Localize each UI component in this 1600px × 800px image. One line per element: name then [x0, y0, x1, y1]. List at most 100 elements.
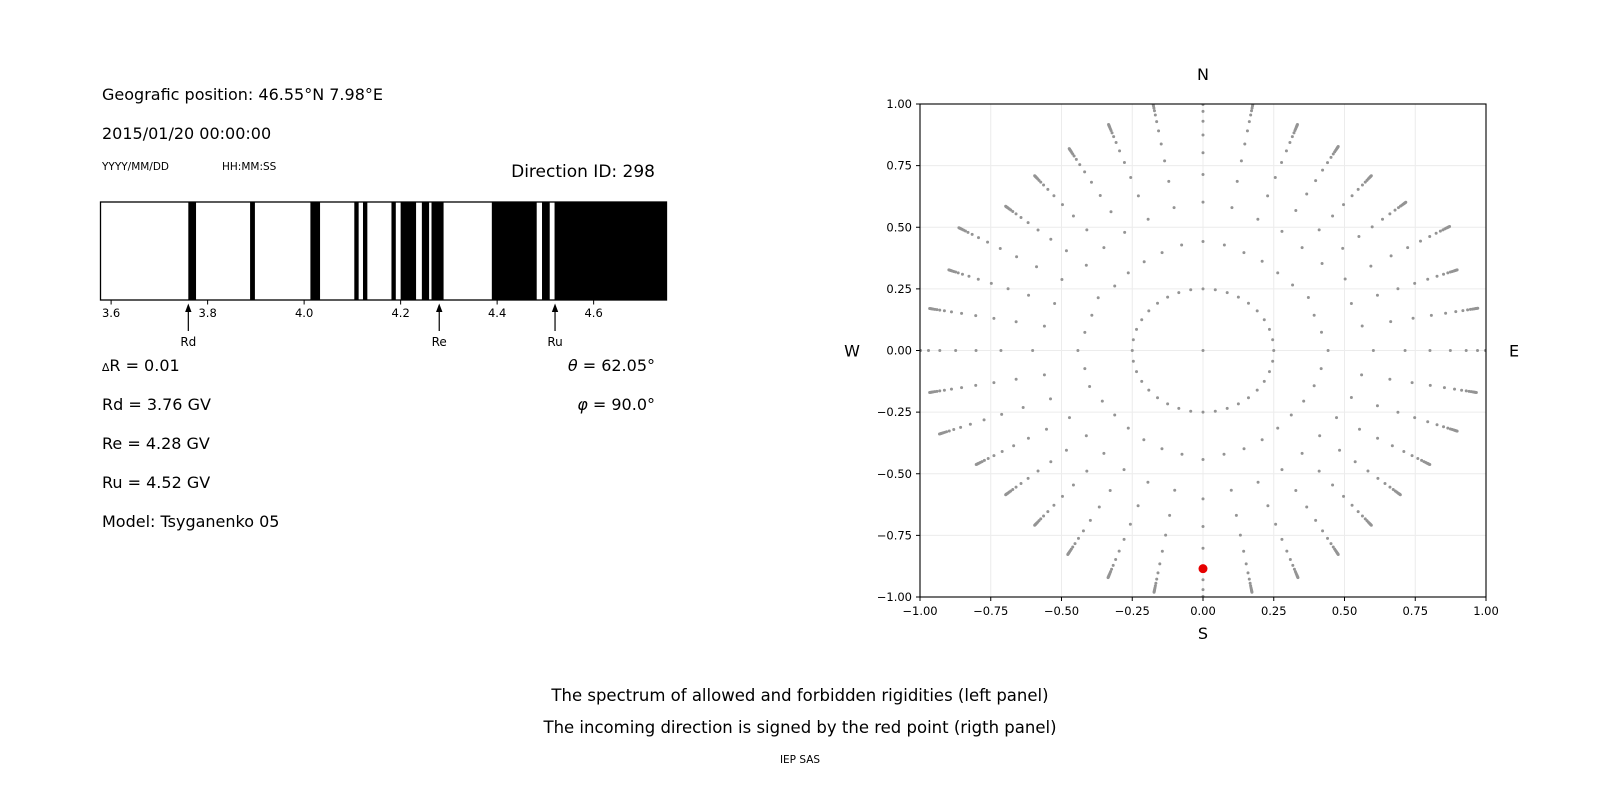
spoke-dot	[1288, 140, 1292, 144]
spoke-dot	[1429, 313, 1433, 317]
spoke-dot	[1155, 577, 1159, 581]
allowed-band	[431, 202, 444, 300]
x-tick-label: 0.75	[1402, 604, 1428, 618]
spoke-dot	[1376, 476, 1380, 480]
spoke-dot	[1404, 200, 1408, 204]
spoke-dot	[1312, 384, 1316, 388]
spoke-dot	[1060, 494, 1064, 498]
x-tick-label: −0.75	[973, 604, 1008, 618]
spoke-dot	[928, 307, 932, 311]
y-tick-label: 1.00	[886, 97, 912, 111]
spoke-dot	[1242, 549, 1246, 553]
ring-dot	[1166, 402, 1170, 406]
spoke-dot	[1151, 100, 1154, 103]
geographic-position-label: Geografic position: 46.55°N 7.98°E	[102, 85, 383, 104]
model-label: Model: Tsyganenko 05	[102, 512, 280, 531]
spoke-dot	[1159, 142, 1163, 146]
spoke-dot	[1331, 214, 1335, 218]
spoke-dot	[1366, 469, 1370, 473]
spoke-dot	[1375, 404, 1379, 408]
ring-dot	[1246, 301, 1250, 305]
spoke-dot	[1350, 194, 1354, 198]
spoke-dot	[1031, 349, 1035, 352]
ring-dot	[1135, 327, 1139, 331]
spoke-dot	[1098, 193, 1102, 197]
spectrum-plot-border	[99, 201, 668, 301]
spoke-dot	[1019, 482, 1023, 486]
spoke-dot	[1305, 192, 1309, 196]
spoke-dot	[1356, 187, 1360, 191]
spoke-dot	[1329, 542, 1333, 546]
spoke-dot	[1026, 436, 1030, 440]
spoke-dot	[1336, 145, 1340, 149]
ring-dot	[1201, 410, 1205, 414]
allowed-band	[362, 202, 368, 300]
spoke-dot	[1276, 271, 1280, 275]
spoke-dot	[974, 463, 978, 467]
spoke-dot	[1111, 563, 1115, 567]
x-tick-label: 4.6	[584, 306, 602, 320]
spoke-dot	[1464, 349, 1468, 352]
spoke-dot	[960, 311, 964, 315]
compass-label-east: E	[1509, 342, 1519, 361]
spoke-dot	[1350, 503, 1354, 507]
compass-label-south: S	[1198, 624, 1208, 643]
spoke-dot	[1081, 529, 1085, 533]
spoke-dot	[992, 454, 996, 458]
x-tick-label: 0.50	[1332, 604, 1358, 618]
spoke-dot	[1021, 406, 1025, 410]
cutoff-arrow-head	[185, 303, 192, 312]
caption-line-1: The spectrum of allowed and forbidden ri…	[551, 686, 1049, 705]
spoke-dot	[1326, 349, 1330, 352]
spoke-dot	[1442, 386, 1446, 390]
spoke-dot	[1464, 389, 1468, 393]
spoke-dot	[1000, 412, 1004, 416]
compass-label-north: N	[1197, 65, 1209, 84]
spoke-dot	[1053, 301, 1057, 305]
date-format-hint: YYYY/MM/DD	[102, 161, 170, 173]
cutoff-marker-label: Re	[432, 335, 447, 349]
spoke-dot	[1411, 316, 1415, 320]
spoke-dot	[970, 232, 974, 236]
spoke-dot	[998, 247, 1002, 251]
spoke-dot	[1461, 309, 1465, 313]
spoke-dot	[947, 429, 951, 433]
spoke-dot	[1123, 230, 1127, 234]
spoke-dot	[1067, 147, 1071, 151]
spoke-dot	[1114, 558, 1118, 562]
spoke-dot	[1164, 533, 1168, 537]
spoke-dot	[1393, 208, 1397, 212]
spoke-dot	[1064, 249, 1068, 253]
spoke-dot	[1042, 514, 1046, 518]
x-tick-label: 1.00	[1473, 604, 1499, 618]
spoke-dot	[1353, 460, 1357, 464]
spoke-dot	[1302, 399, 1306, 403]
spoke-dot	[1230, 206, 1234, 210]
spoke-dot	[1064, 448, 1068, 452]
spoke-dot	[1076, 536, 1080, 540]
spoke-dot	[1083, 170, 1087, 174]
spoke-dot	[1274, 522, 1278, 526]
spoke-dot	[1252, 100, 1255, 103]
spoke-dot	[1434, 231, 1438, 235]
spoke-dot	[1128, 522, 1132, 526]
spoke-dot	[1318, 434, 1322, 438]
spoke-dot	[1300, 451, 1304, 455]
spoke-dot	[1396, 287, 1400, 291]
spoke-dot	[1495, 349, 1498, 352]
spoke-dot	[959, 425, 963, 429]
spoke-dot	[1500, 349, 1503, 352]
spoke-dot	[1260, 438, 1264, 442]
spoke-dot	[1201, 172, 1205, 176]
spoke-dot	[1014, 485, 1018, 489]
spoke-dot	[1250, 109, 1254, 113]
phi-symbol: φ	[577, 395, 588, 414]
spoke-dot	[1476, 349, 1480, 352]
spoke-dot	[1466, 308, 1470, 312]
spoke-dot	[1420, 458, 1424, 462]
spoke-dot	[1289, 413, 1293, 417]
spoke-dot	[1500, 349, 1503, 352]
spoke-dot	[1474, 390, 1478, 394]
ring-dot	[1225, 291, 1229, 295]
theta-symbol: θ	[567, 356, 578, 375]
